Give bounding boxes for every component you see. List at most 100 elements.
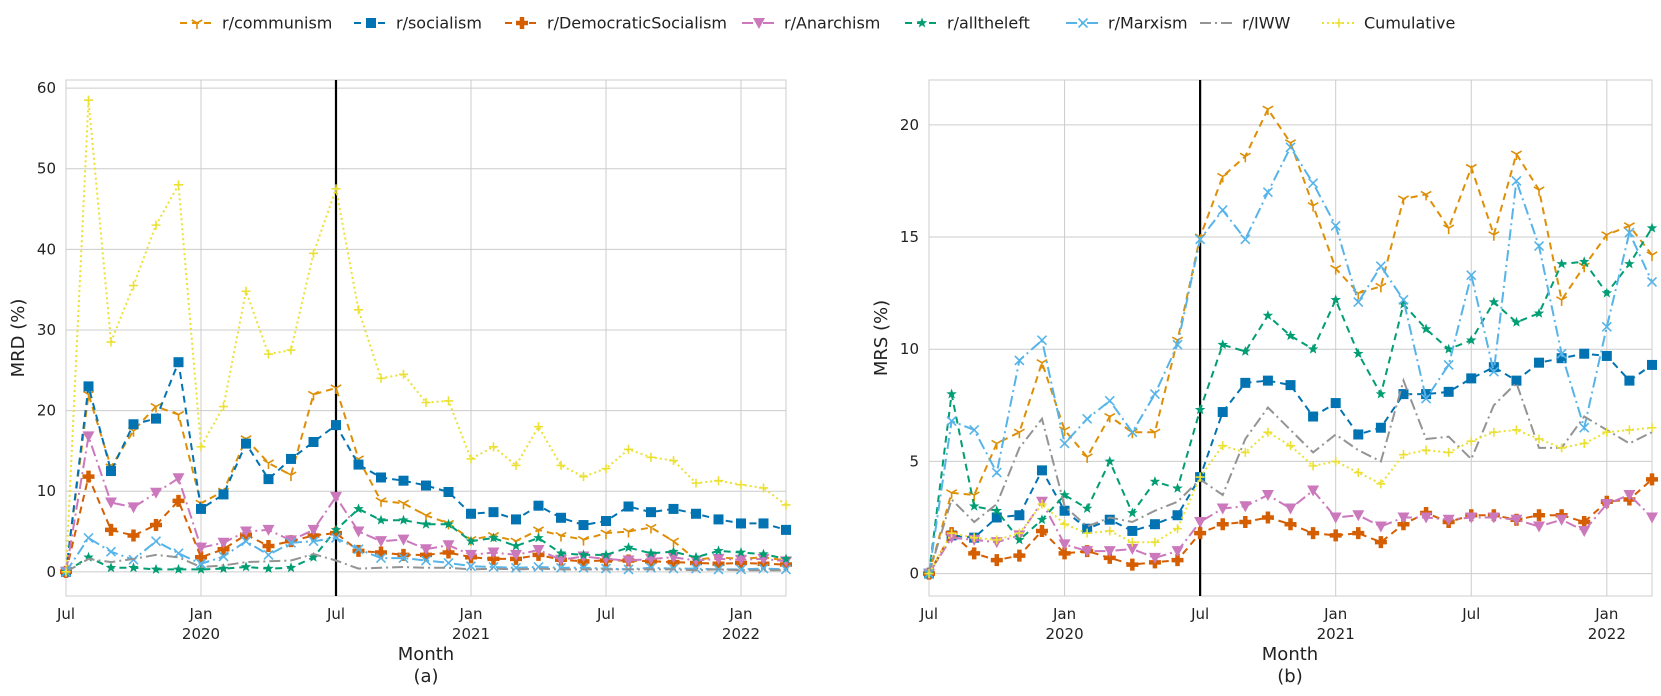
a-point-r-alltheleft [375, 514, 387, 525]
a-ytick-label: 30 [37, 321, 56, 339]
b-point-r-anarchism [1216, 503, 1229, 515]
legend-label-r-communism: r/communism [222, 14, 332, 33]
a-point-r-communism [150, 402, 162, 413]
b-xtick-label: Jul [919, 605, 938, 623]
b-point-r-marxism [1466, 270, 1477, 281]
panel-a: 0 10 20 30 40 50 60 Jul Jan 2020 Jul Jan 2021 Jul Jan… [8, 79, 792, 687]
a-xtick-label: Jan [188, 605, 212, 623]
a-point-r-anarchism [285, 535, 297, 547]
b-point-cumulative [1105, 526, 1115, 536]
b-point-r-communism [1217, 172, 1229, 183]
b-point-r-communism [1420, 190, 1432, 201]
b-point-r-anarchism [1397, 512, 1410, 524]
a-point-r-communism [622, 527, 635, 538]
a-point-r-marxism [195, 558, 207, 569]
b-point-r-marxism [1059, 438, 1070, 449]
a-point-cumulative [691, 478, 701, 488]
a-point-cumulative [421, 398, 431, 407]
a-point-r-alltheleft [443, 518, 454, 529]
b-point-r-alltheleft [1353, 348, 1364, 359]
b-point-r-socialism [1443, 386, 1454, 397]
b-line-r-socialism [928, 352, 1653, 575]
a-point-r-alltheleft [308, 551, 319, 562]
b-point-r-socialism [1127, 525, 1138, 536]
b-ytick-label: 20 [900, 116, 919, 134]
b-point-r-alltheleft [1014, 534, 1025, 545]
a-point-r-communism [667, 537, 680, 548]
a-point-r-anarchism [645, 553, 657, 565]
a-point-r-alltheleft [713, 545, 724, 556]
panel-b-y-axis-title: MRS (%) [871, 300, 892, 376]
a-point-r-socialism [353, 459, 364, 470]
b-point-r-socialism [1488, 362, 1499, 373]
a-point-r-alltheleft [600, 549, 612, 560]
b-point-r-democraticsocialism [1284, 518, 1297, 531]
a-point-r-anarchism [330, 491, 342, 503]
a-point-r-democraticsocialism [150, 519, 162, 532]
a-point-r-socialism [646, 507, 656, 518]
a-point-r-alltheleft [623, 542, 634, 553]
legend-item-r-communism: r/communism [180, 14, 332, 33]
a-point-cumulative [241, 286, 251, 296]
b-point-r-alltheleft [1375, 388, 1387, 399]
a-point-r-socialism [691, 508, 701, 519]
b-point-r-alltheleft [991, 505, 1003, 516]
a-series-r-iww [65, 553, 786, 573]
a-point-r-communism [555, 531, 567, 542]
a-xtick-label: Jan [728, 605, 752, 623]
a-point-r-anarchism [195, 542, 207, 554]
a-point-cumulative [309, 248, 318, 258]
a-point-r-alltheleft [263, 563, 274, 574]
b-point-r-communism [1556, 296, 1568, 306]
legend-item-r-anarchism: r/Anarchism [742, 14, 880, 33]
b-point-r-alltheleft [1488, 296, 1500, 307]
a-point-r-socialism [736, 518, 746, 529]
a-point-cumulative [534, 422, 543, 432]
a-point-cumulative [601, 464, 611, 474]
a-point-r-socialism [421, 480, 431, 491]
a-point-r-marxism [578, 562, 589, 573]
b-point-cumulative [1218, 441, 1228, 451]
b-point-r-marxism [1082, 413, 1093, 424]
a-point-r-alltheleft [195, 563, 207, 574]
b-point-r-marxism [1240, 234, 1251, 245]
legend-marker-r-marxism [1077, 17, 1089, 29]
a-point-r-socialism [173, 357, 184, 368]
a-point-cumulative [669, 456, 678, 466]
b-point-r-alltheleft [1240, 345, 1251, 356]
b-point-r-alltheleft [1104, 455, 1115, 466]
a-xtick-label: Jul [596, 605, 615, 623]
b-point-r-marxism [1443, 359, 1454, 370]
b-point-r-socialism [1285, 380, 1296, 391]
b-point-cumulative [1082, 528, 1092, 538]
a-point-cumulative [579, 472, 588, 482]
b-point-cumulative [1421, 445, 1431, 455]
a-point-r-socialism [83, 381, 94, 392]
b-point-r-democraticsocialism [1307, 527, 1320, 540]
a-point-cumulative [84, 95, 93, 105]
panel-a-series [60, 95, 792, 578]
b-point-r-socialism [1353, 429, 1364, 440]
b-point-r-marxism [1420, 393, 1432, 404]
a-xtick-year: 2020 [182, 625, 220, 643]
b-point-r-socialism [1036, 465, 1047, 476]
b-point-r-socialism [1059, 505, 1070, 516]
b-ytick-label: 15 [900, 228, 919, 246]
a-xtick-label: Jan [458, 605, 482, 623]
b-point-r-anarchism [1465, 512, 1478, 524]
a-point-cumulative [106, 337, 116, 347]
legend-item-r-marxism: r/Marxism [1066, 14, 1188, 33]
b-point-cumulative [1127, 537, 1137, 547]
panel-a-x-tick-labels: Jul Jan 2020 Jul Jan 2021 Jul Jan 2022 [56, 605, 760, 643]
panel-b-frame [928, 79, 1653, 597]
b-point-r-marxism [946, 415, 957, 427]
b-ytick-label: 0 [909, 565, 919, 583]
b-point-cumulative [1398, 450, 1408, 460]
a-point-r-alltheleft [83, 551, 94, 562]
a-ytick-label: 10 [37, 482, 56, 500]
b-point-r-alltheleft [1533, 307, 1545, 318]
a-point-r-socialism [511, 514, 521, 525]
b-point-r-communism [1646, 251, 1658, 261]
b-point-r-communism [1081, 453, 1093, 463]
b-point-r-communism [1443, 224, 1455, 235]
